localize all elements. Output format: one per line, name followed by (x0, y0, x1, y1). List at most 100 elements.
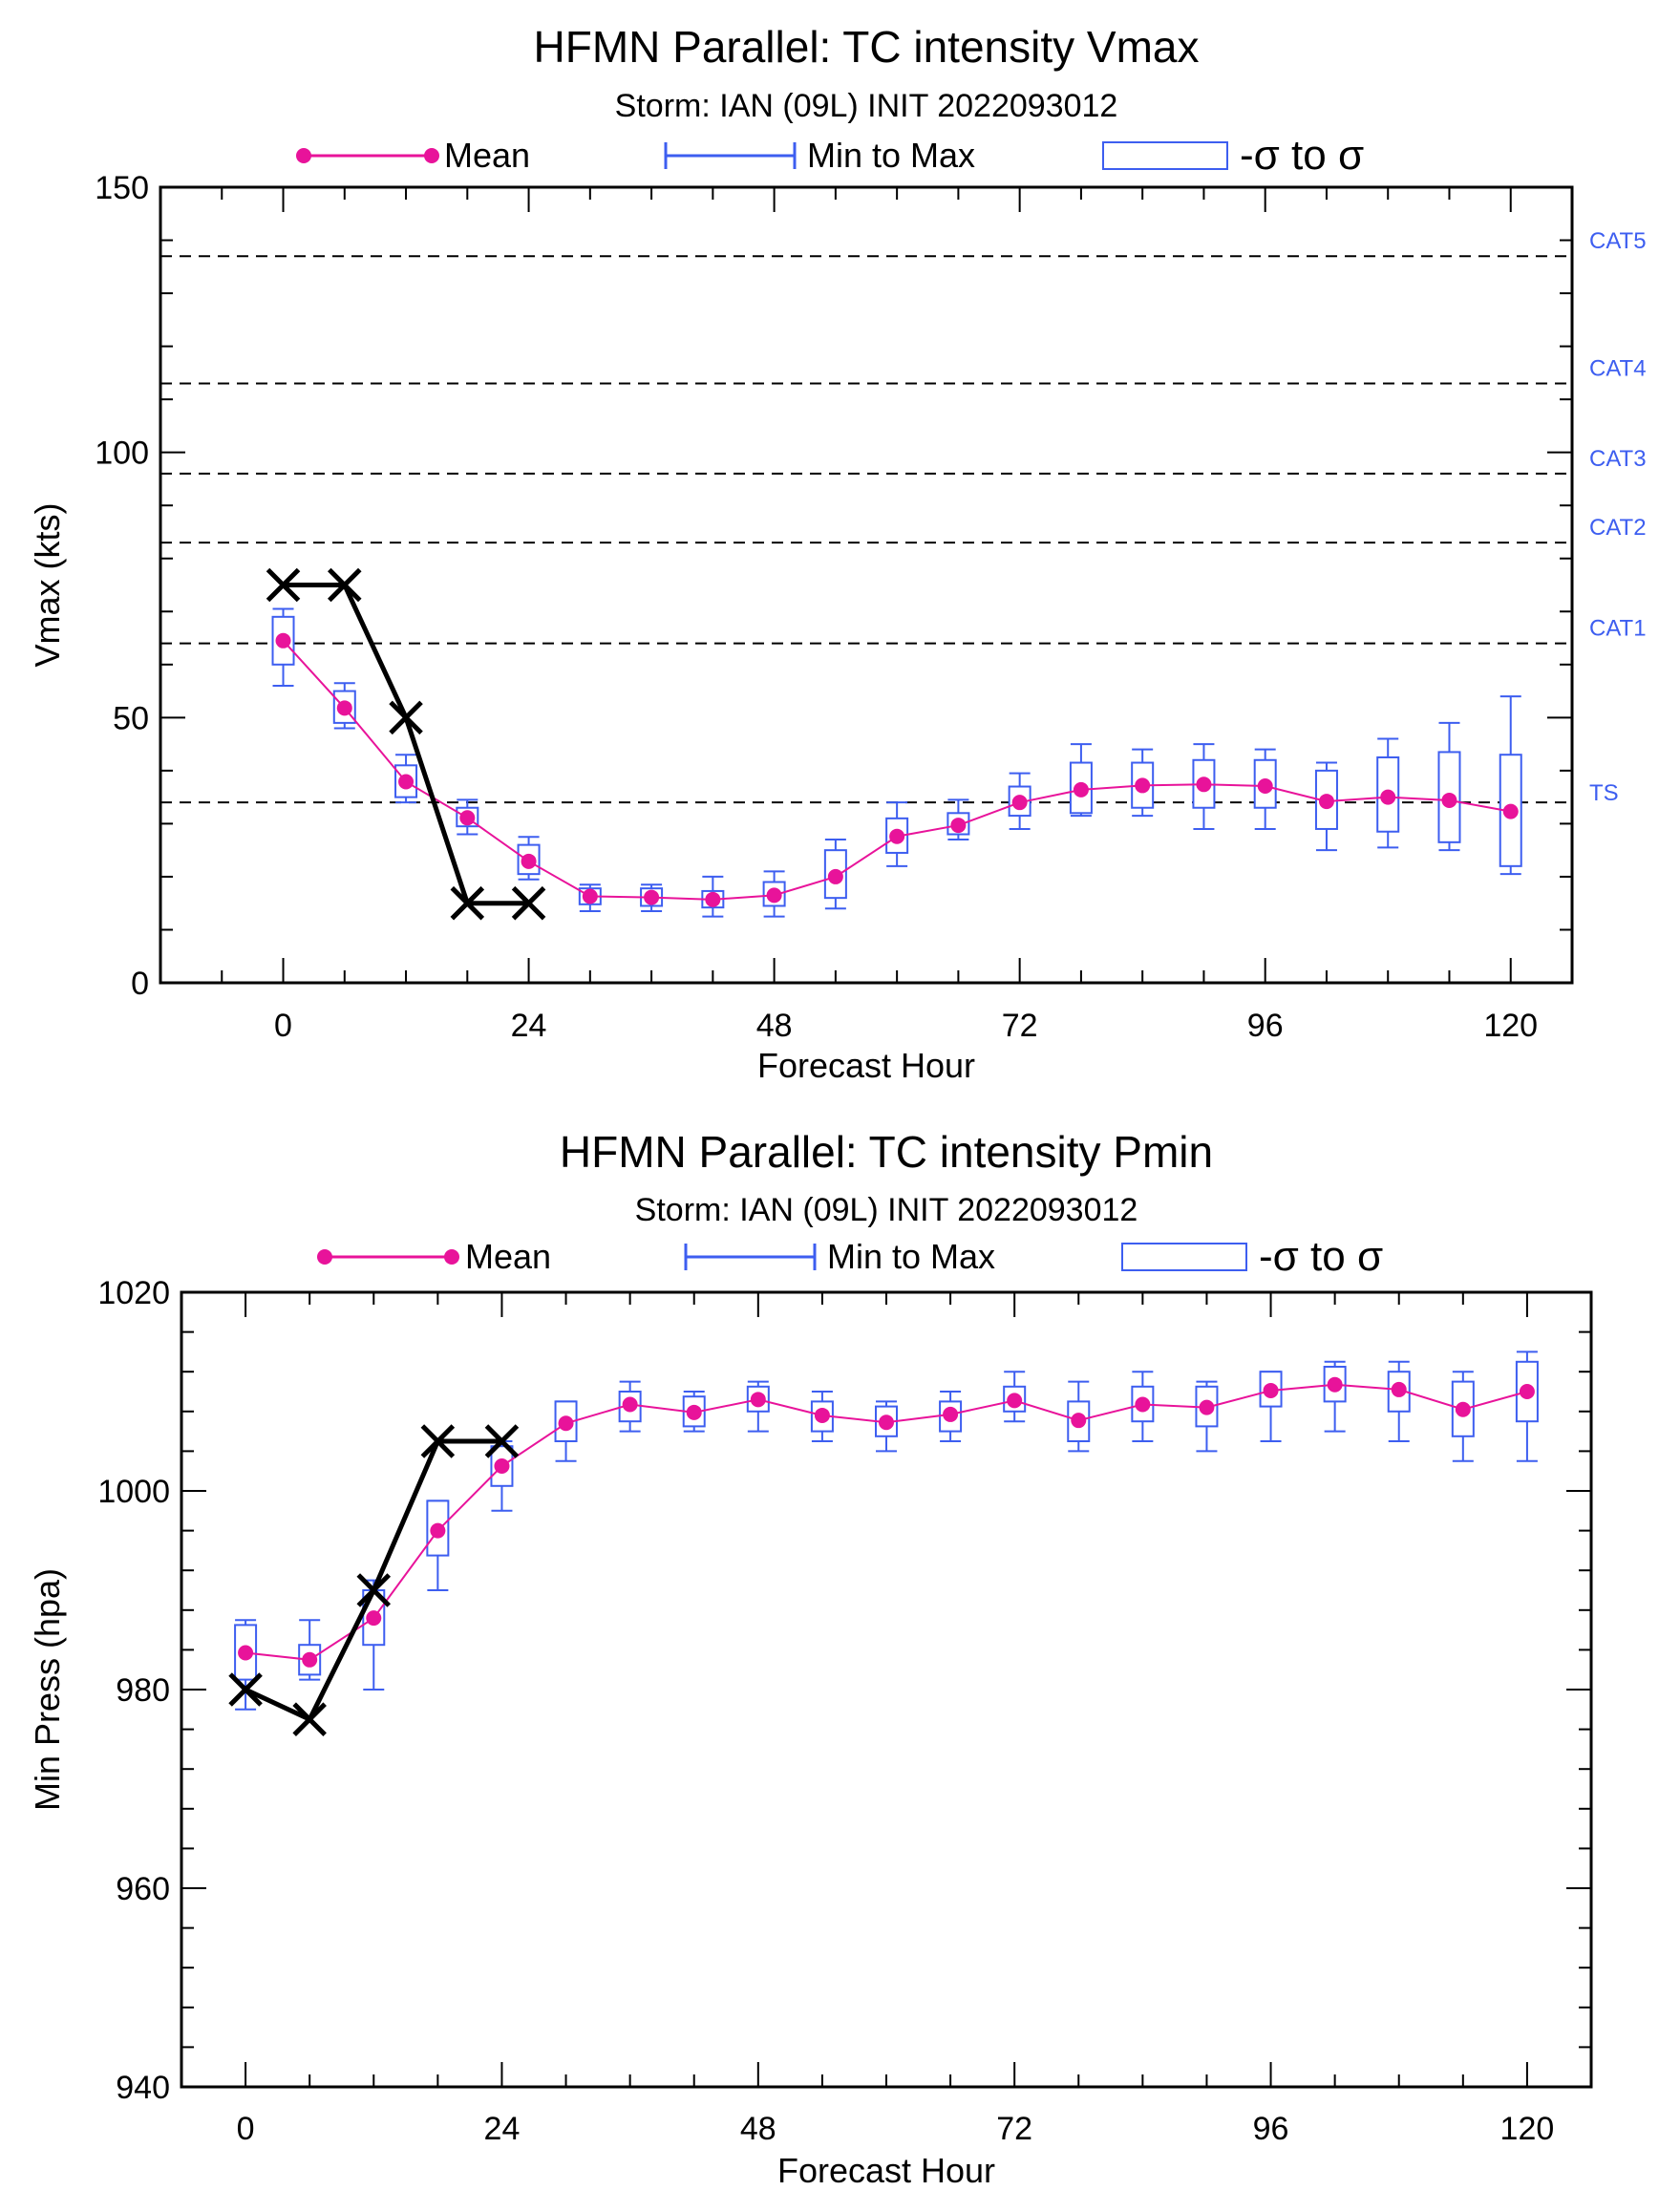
observed-x-stroke (450, 885, 485, 921)
chart-subtitle: Storm: IAN (09L) INIT 2022093012 (635, 1192, 1138, 1228)
mean-point (1318, 794, 1334, 810)
category-label-cat4: CAT4 (1589, 355, 1647, 381)
observed-x-stroke (292, 1702, 327, 1736)
observed-point (511, 885, 546, 921)
box-whisker (1499, 695, 1522, 876)
mean-point (1199, 1399, 1215, 1415)
y-tick-label: 980 (116, 1672, 170, 1709)
observed-line (283, 583, 529, 906)
mean-point (1391, 1381, 1407, 1397)
box-whisker (298, 1619, 322, 1681)
chart-subtitle: Storm: IAN (09L) INIT 2022093012 (615, 88, 1118, 124)
mean-point (1519, 1384, 1535, 1399)
mean-point (521, 853, 537, 869)
mean-point (1011, 795, 1028, 811)
mean-point (1327, 1376, 1343, 1393)
observed-x-stroke (356, 1573, 392, 1607)
observed-point (266, 567, 301, 603)
x-tick-label: 120 (1483, 1008, 1538, 1044)
y-tick-label: 960 (116, 1871, 170, 1907)
mean-point (879, 1414, 894, 1431)
observed-point (228, 1672, 263, 1707)
mean-point (275, 632, 291, 649)
legend-mean-marker (296, 148, 311, 163)
mean-point (459, 810, 476, 826)
legend-sigma-box (1121, 1243, 1247, 1271)
chart-2: HFMN Parallel: TC intensity Pmin Storm: I… (28, 1127, 1593, 2190)
legend-minmax-label: Min to Max (827, 1237, 995, 1276)
mean-point (1196, 776, 1212, 793)
mean-point (1502, 803, 1519, 819)
mean-point (494, 1458, 510, 1474)
category-label-cat3: CAT3 (1589, 446, 1647, 472)
mean-point (1073, 781, 1089, 798)
category-label-cat1: CAT1 (1589, 616, 1647, 642)
observed-x-stroke (389, 700, 423, 735)
mean-point (750, 1392, 766, 1408)
mean-point (1135, 777, 1151, 794)
mean-point (814, 1407, 830, 1423)
chart-title: HFMN Parallel: TC intensity Vmax (534, 22, 1200, 72)
observed-x-stroke (266, 567, 301, 603)
x-tick-label: 96 (1247, 1008, 1284, 1044)
mean-point (1135, 1396, 1151, 1413)
y-tick-label: 940 (116, 2070, 170, 2106)
plot-frame (159, 185, 1574, 985)
legend-mean-marker (444, 1249, 459, 1265)
mean-point (827, 868, 843, 884)
mean-point (1455, 1401, 1471, 1417)
chart-title: HFMN Parallel: TC intensity Pmin (560, 1127, 1213, 1177)
y-axis-label: Vmax (kts) (28, 502, 67, 667)
box-whisker (1195, 1380, 1219, 1453)
legend-mean-marker (317, 1249, 332, 1265)
mean-point (1441, 792, 1457, 808)
observed-point (328, 567, 362, 603)
x-tick-label: 24 (511, 1008, 547, 1044)
box-whisker (1387, 1360, 1411, 1442)
mean-point (950, 818, 967, 834)
observed-x-stroke (420, 1424, 456, 1458)
y-tick-label: 150 (95, 170, 149, 206)
x-tick-label: 96 (1253, 2111, 1289, 2147)
x-tick-label: 48 (740, 2111, 776, 2147)
y-axis-label: Min Press (hpa) (28, 1568, 67, 1811)
observed-point (450, 885, 485, 921)
legend-sigma-box (1102, 141, 1228, 170)
mean-point (1257, 777, 1273, 794)
legend-sigma-label: -σ to σ (1259, 1233, 1383, 1280)
x-tick-label: 72 (996, 2111, 1032, 2147)
chart-1: HFMN Parallel: TC intensity Vmax Storm: I… (28, 22, 1647, 1085)
box-whisker (1515, 1351, 1539, 1462)
mean-point (622, 1396, 638, 1413)
mean-point (943, 1406, 959, 1422)
y-tick-label: 1020 (97, 1275, 170, 1311)
observed-x-stroke (484, 1424, 520, 1458)
x-tick-label: 0 (274, 1008, 292, 1044)
legend: Mean Min to Max -σ to σ (296, 132, 1364, 179)
observed-x-stroke (511, 885, 546, 921)
x-tick-label: 120 (1500, 2111, 1555, 2147)
category-label-cat2: CAT2 (1589, 515, 1647, 541)
box-whisker (1069, 743, 1093, 818)
mean-point (644, 889, 660, 905)
mean-point (889, 828, 905, 844)
mean-point (1380, 789, 1396, 805)
observed-point (356, 1573, 392, 1607)
x-tick-label: 0 (237, 2111, 255, 2147)
observed-point (389, 700, 423, 735)
observed-x-stroke (228, 1672, 263, 1707)
x-tick-label: 48 (756, 1008, 793, 1044)
box-whisker (426, 1499, 450, 1591)
mean-point (1071, 1413, 1087, 1429)
observed-point (420, 1424, 456, 1458)
mean-point (238, 1645, 254, 1661)
y-tick-label: 1000 (97, 1474, 170, 1510)
mean-point (1007, 1393, 1023, 1409)
legend-mean-marker (424, 148, 439, 163)
legend-mean-label: Mean (444, 136, 530, 175)
mean-point (558, 1415, 574, 1432)
mean-point (1263, 1382, 1279, 1398)
x-tick-label: 72 (1002, 1008, 1038, 1044)
box-whisker (1259, 1371, 1283, 1442)
